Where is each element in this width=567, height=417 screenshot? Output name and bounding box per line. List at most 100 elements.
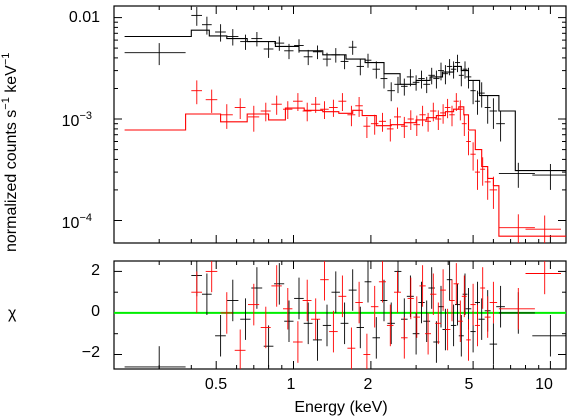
data-point-black [331, 48, 340, 63]
data-point-black [284, 43, 294, 60]
residual-point-black [226, 279, 239, 322]
data-point-red [220, 104, 233, 129]
residual-point-red [205, 261, 218, 293]
residual-point-black [340, 302, 349, 345]
residual-point-red [449, 279, 455, 322]
data-point-black [251, 32, 263, 47]
residual-point-red [498, 288, 535, 330]
data-point-red [457, 100, 463, 121]
data-point-red [453, 93, 459, 111]
residual-point-black [263, 325, 274, 367]
data-point-red [466, 131, 471, 156]
data-point-red [394, 107, 401, 129]
data-point-black [532, 164, 566, 190]
data-point-red [435, 110, 442, 130]
model-step-red [124, 106, 566, 237]
residual-point-black [348, 269, 357, 311]
data-point-black [489, 98, 498, 129]
residual-point-black [428, 267, 435, 309]
data-point-black [340, 54, 349, 70]
data-point-black [322, 52, 332, 67]
residual-point-black [462, 273, 468, 315]
residual-point-red [407, 277, 414, 320]
residual-point-red [461, 275, 467, 318]
data-point-black [202, 16, 212, 35]
data-point-red [378, 112, 386, 132]
y-tick-label-1e-3: 10−3 [62, 110, 92, 130]
data-point-red [440, 104, 446, 124]
residual-point-red [220, 292, 233, 334]
data-point-black [380, 70, 388, 89]
residual-point-red [474, 304, 480, 347]
data-point-black [356, 59, 364, 76]
residual-point-black [202, 273, 212, 315]
data-point-black [294, 39, 304, 53]
data-point-black [387, 82, 395, 102]
residual-point-black [240, 298, 251, 340]
residual-y-tick-0: 0 [91, 303, 100, 320]
residual-point-red [293, 321, 303, 363]
residual-point-red [489, 281, 498, 324]
residual-point-black [380, 279, 388, 322]
residual-point-black [387, 302, 395, 345]
data-point-red [260, 102, 271, 122]
residual-point-red [425, 312, 431, 355]
data-point-red [407, 110, 414, 130]
data-point-black [496, 111, 505, 142]
residual-point-red [440, 269, 446, 311]
residual-point-black [251, 267, 263, 309]
data-point-red [413, 115, 421, 136]
residual-point-black [124, 346, 186, 369]
data-point-red [470, 142, 476, 171]
residual-point-red [370, 285, 379, 328]
residual-point-red [430, 273, 437, 315]
data-point-red [449, 105, 455, 127]
data-point-red [355, 97, 363, 117]
x-tick-label-10: 10 [535, 376, 553, 393]
data-point-black [394, 76, 402, 94]
data-point-black [438, 62, 444, 81]
data-point-black [303, 49, 313, 66]
spectrum-plot-frame [113, 5, 567, 244]
residual-series [124, 261, 566, 369]
residual-point-black [489, 323, 498, 365]
data-point-red [320, 101, 329, 119]
residual-point-black [312, 319, 322, 361]
residual-y-tick-2: 2 [91, 262, 100, 279]
data-point-black [364, 53, 372, 68]
residual-point-red [386, 304, 394, 347]
data-point-red [293, 93, 303, 111]
x-tick-label-0.5: 0.5 [205, 376, 227, 393]
data-point-red [461, 114, 467, 136]
data-point-red [338, 93, 347, 111]
residual-point-red [394, 271, 401, 313]
residual-point-black [406, 275, 414, 318]
residual-point-black [284, 300, 294, 342]
residual-point-black [446, 261, 453, 301]
spectrum-panel: 0.01 10−3 10−4 normalized counts s−1 keV… [0, 5, 567, 252]
data-point-black [433, 70, 440, 89]
y-tick-label-1e-4: 10−4 [62, 212, 92, 232]
spectrum-y-axis: 0.01 10−3 10−4 [62, 9, 100, 232]
residual-point-red [347, 327, 356, 369]
residual-point-black [532, 315, 566, 357]
data-point-red [484, 169, 491, 200]
data-point-black [401, 78, 408, 96]
data-point-red [302, 102, 312, 122]
residual-y-axis: 2 0 −2 [82, 262, 100, 361]
data-point-black [470, 80, 476, 105]
residual-point-black [496, 285, 505, 328]
residual-point-black [356, 306, 364, 349]
residual-point-red [311, 298, 321, 340]
residual-point-black [294, 277, 304, 320]
data-point-black [423, 76, 431, 94]
data-point-black [465, 67, 472, 89]
data-point-red [430, 102, 437, 122]
residual-point-red [480, 267, 486, 309]
spectrum-minor-ticks [113, 6, 566, 243]
data-point-black [450, 61, 457, 79]
data-point-black [240, 34, 251, 50]
model-step-black [124, 29, 566, 172]
x-tick-label-2: 2 [364, 376, 373, 393]
spectrum-series [124, 7, 566, 243]
